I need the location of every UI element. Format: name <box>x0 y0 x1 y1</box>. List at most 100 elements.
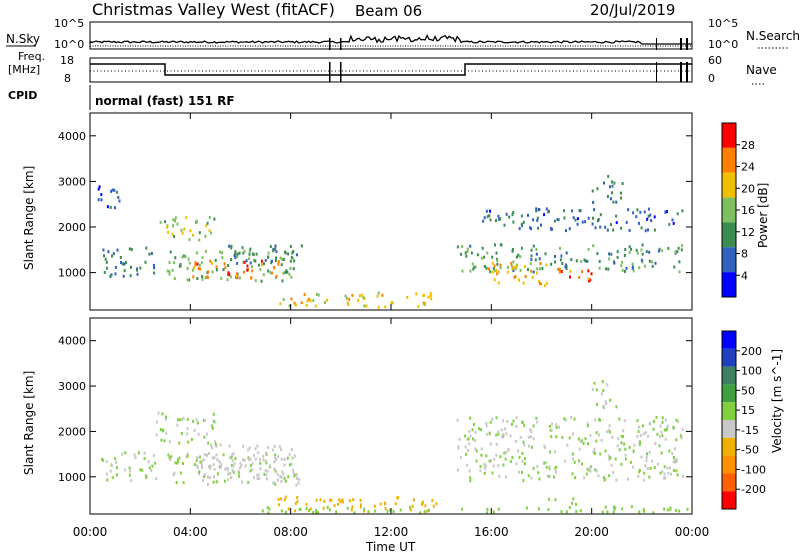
echo-cell <box>305 303 308 307</box>
echo-cell <box>543 213 546 217</box>
echo-cell <box>204 418 206 422</box>
echo-cell <box>532 244 535 248</box>
echo-cell <box>608 474 611 478</box>
y-tick-label: 1000 <box>58 471 86 484</box>
echo-cell <box>255 252 258 256</box>
echo-cell <box>598 433 600 437</box>
echo-cell <box>466 250 469 254</box>
echo-cell <box>499 217 502 221</box>
echo-cell <box>597 474 600 478</box>
echo-cell <box>350 508 353 512</box>
echo-cell <box>274 482 277 486</box>
echo-cell <box>501 419 504 423</box>
echo-cell <box>623 270 626 273</box>
echo-cell <box>228 272 231 276</box>
echo-cell <box>254 457 257 461</box>
echo-cell <box>649 466 652 470</box>
echo-cell <box>406 295 409 299</box>
echo-cell <box>483 255 486 259</box>
echo-cell <box>559 258 562 262</box>
echo-cell <box>208 215 211 219</box>
echo-cell <box>389 508 392 512</box>
echo-cell <box>605 267 608 271</box>
echo-cell <box>620 264 623 268</box>
echo-cell <box>193 463 196 467</box>
echo-cell <box>208 229 211 233</box>
echo-cell <box>615 478 618 482</box>
echo-cell <box>478 427 480 431</box>
echo-cell <box>597 218 600 221</box>
echo-cell <box>535 252 538 256</box>
echo-cell <box>550 262 553 266</box>
echo-cell <box>312 299 315 303</box>
echo-cell <box>466 247 469 251</box>
colorbar-tick-label: 20 <box>741 182 755 195</box>
echo-cell <box>615 405 618 409</box>
echo-cell <box>474 439 477 443</box>
echo-cell <box>638 266 641 270</box>
echo-cell <box>219 250 222 254</box>
echo-cell <box>353 511 356 515</box>
echo-cell <box>484 464 487 468</box>
echo-cell <box>550 435 553 439</box>
freq-tick-bottom: 8 <box>64 72 71 85</box>
echo-cell <box>536 216 539 220</box>
echo-cell <box>120 261 122 264</box>
echo-cell <box>495 433 498 437</box>
echo-cell <box>171 268 174 272</box>
echo-cell <box>637 425 640 429</box>
echo-cell <box>100 193 103 197</box>
echo-cell <box>600 438 603 442</box>
echo-cell <box>359 505 362 509</box>
echo-cell <box>491 270 494 274</box>
echo-cell <box>491 255 494 259</box>
echo-cell <box>198 470 201 474</box>
echo-cell <box>297 481 300 485</box>
echo-cell <box>520 246 523 250</box>
echo-cell <box>363 507 366 511</box>
echo-cell <box>554 255 556 258</box>
echo-cell <box>279 497 282 501</box>
echo-cell <box>168 261 171 264</box>
echo-cell <box>456 468 459 472</box>
echo-cell <box>515 255 518 259</box>
echo-cell <box>105 460 108 464</box>
echo-cell <box>612 181 615 185</box>
echo-cell <box>377 291 380 295</box>
echo-cell <box>202 419 205 423</box>
echo-cell <box>680 248 683 252</box>
echo-cell <box>587 269 590 273</box>
echo-cell <box>608 457 611 461</box>
echo-cell <box>637 474 640 478</box>
echo-cell <box>594 226 597 230</box>
echo-cell <box>483 471 486 475</box>
echo-cell <box>610 463 613 467</box>
echo-cell <box>668 449 671 453</box>
echo-cell <box>390 301 393 305</box>
echo-cell <box>593 447 596 451</box>
echo-cell <box>488 214 491 218</box>
y-tick-label: 4000 <box>58 335 86 348</box>
echo-cell <box>248 457 251 461</box>
echo-cell <box>633 443 636 447</box>
echo-cell <box>485 424 488 428</box>
echo-cell <box>153 266 156 270</box>
echo-cell <box>196 456 198 460</box>
echo-cell <box>174 216 177 220</box>
echo-cell <box>672 468 675 472</box>
echo-cell <box>635 248 638 252</box>
echo-cell <box>185 455 188 459</box>
echo-cell <box>412 498 415 502</box>
echo-cell <box>611 184 614 188</box>
power-colorbar-label: Power [dB] <box>756 183 770 248</box>
echo-cell <box>359 498 362 502</box>
echo-cell <box>214 258 217 262</box>
echo-cell <box>292 250 295 253</box>
velocity-echoes <box>101 380 689 515</box>
echo-cell <box>676 420 679 423</box>
echo-cell <box>488 459 491 463</box>
echo-cell <box>620 462 623 466</box>
echo-cell <box>549 450 552 454</box>
echo-cell <box>348 297 351 301</box>
echo-cell <box>294 501 297 505</box>
